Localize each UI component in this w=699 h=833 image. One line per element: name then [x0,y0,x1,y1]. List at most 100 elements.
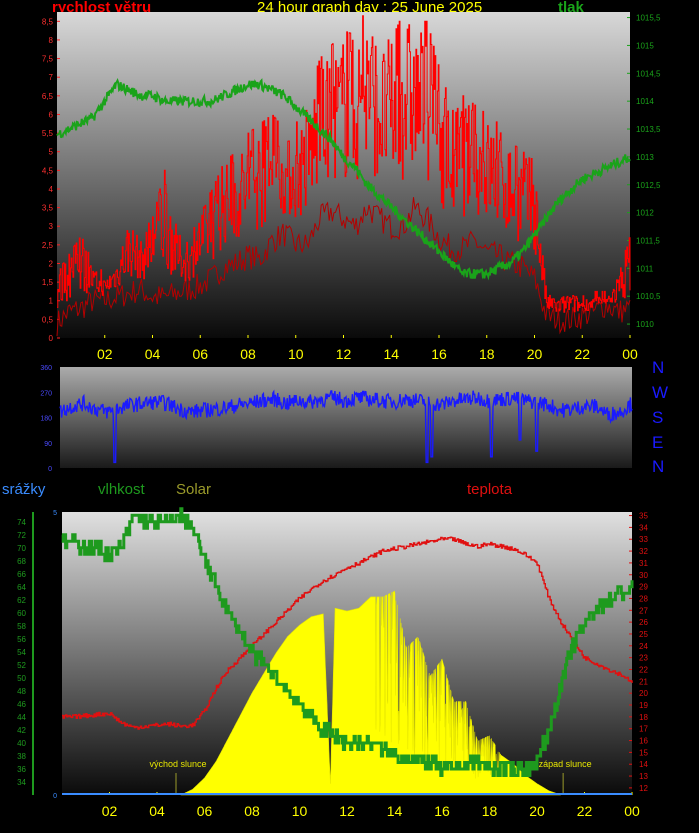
direction-axis-label: 90 [44,441,52,448]
wind-axis-label: 7 [49,73,54,82]
time-axis-label: 18 [479,346,495,362]
direction-axis-label: 0 [48,466,52,473]
wind-axis-label: 6,5 [42,92,54,101]
time-axis-label: 14 [387,803,403,819]
rain-title: srážky [2,481,46,498]
wind-axis-label: 1,5 [42,278,54,287]
wind-axis-label: 0 [49,334,54,343]
humidity-axis-label: 72 [17,531,26,540]
time-axis-label: 12 [336,346,352,362]
pressure-axis-label: 1014,5 [636,69,661,78]
temperature-axis-label: 24 [639,642,648,651]
time-axis-label: 20 [529,803,545,819]
temperature-line [62,536,633,730]
temperature-axis-label: 35 [639,512,648,521]
humidity-axis-label: 64 [17,583,26,592]
temperature-axis-label: 18 [639,713,648,722]
time-axis-label: 00 [622,346,638,362]
humidity-axis-label: 74 [17,518,26,527]
pressure-axis-label: 1012,5 [636,181,661,190]
solar-title: Solar [176,481,212,498]
direction-axis-label: 360 [40,365,52,372]
time-axis-label: 20 [527,346,543,362]
wind-axis-label: 3,5 [42,204,54,213]
temperature-axis-label: 12 [639,784,648,793]
wind-axis-label: 3 [49,222,54,231]
wind-axis-label: 8 [49,36,54,45]
humidity-axis-label: 58 [17,622,26,631]
wind-speed-line [57,15,631,313]
wind-axis-label: 4 [49,185,54,194]
temperature-axis-label: 27 [639,606,648,615]
wind-axis-label: 5 [49,148,54,157]
temperature-axis-label: 33 [639,535,648,544]
wind-axis-label: 2 [49,259,54,268]
temperature-axis-label: 30 [639,571,648,580]
compass-n-top: N [652,358,665,377]
pressure-axis-label: 1010 [636,320,654,329]
pressure-axis-label: 1010,5 [636,292,661,301]
compass-s: S [652,408,664,427]
pressure-axis-label: 1015 [636,41,654,50]
humidity-axis-label: 42 [17,726,26,735]
time-axis-label: 08 [244,803,260,819]
temperature-axis-label: 13 [639,772,648,781]
time-axis-label: 04 [149,803,165,819]
humidity-axis-label: 34 [17,778,26,787]
direction-axis-label: 270 [40,390,52,397]
time-axis-label: 10 [292,803,308,819]
humidity-axis-label: 62 [17,596,26,605]
solar-area [180,590,561,796]
compass-e: E [652,433,664,452]
humidity-axis-label: 70 [17,544,26,553]
time-axis-label: 22 [577,803,593,819]
direction-axis-label: 180 [40,416,52,423]
temperature-axis-label: 16 [639,737,648,746]
temperature-axis-label: 31 [639,559,648,568]
wind-axis-label: 7,5 [42,55,54,64]
temperature-title: teplota [467,481,513,498]
wind-axis-label: 6 [49,110,54,119]
compass-w: W [652,383,669,402]
wind-axis-label: 0,5 [42,315,54,324]
humidity-axis-label: 66 [17,570,26,579]
humidity-axis-label: 50 [17,674,26,683]
pressure-line [56,77,631,281]
humidity-axis-label: 44 [17,713,26,722]
temperature-axis-label: 20 [639,689,648,698]
humidity-axis-label: 54 [17,648,26,657]
wind-axis-label: 8,5 [42,17,54,26]
time-axis-label: 02 [97,346,113,362]
time-axis-label: 22 [574,346,590,362]
pressure-axis-label: 1013,5 [636,125,661,134]
humidity-axis-label: 38 [17,752,26,761]
time-axis-label: 04 [145,346,161,362]
temperature-axis-label: 25 [639,630,648,639]
direction-plot-area [60,367,632,468]
pressure-axis-label: 1013 [636,153,654,162]
compass-n-bottom: N [652,457,665,476]
time-axis-label: 06 [192,346,208,362]
time-axis-label: 18 [482,803,498,819]
humidity-axis-label: 68 [17,557,26,566]
sunrise-label: východ slunce [149,759,206,769]
time-axis-label: 02 [102,803,118,819]
humidity-axis-label: 48 [17,687,26,696]
wind-axis-label: 4,5 [42,166,54,175]
rain-axis-label: 5 [53,510,57,517]
temperature-axis-label: 29 [639,583,648,592]
pressure-axis-label: 1011 [636,264,654,273]
humidity-axis-label: 60 [17,609,26,618]
temperature-axis-label: 28 [639,594,648,603]
pressure-axis-label: 1012 [636,209,654,218]
time-axis-label: 16 [431,346,447,362]
rain-axis-label: 0 [53,793,57,800]
humidity-axis-label: 52 [17,661,26,670]
time-axis-label: 08 [240,346,256,362]
pressure-axis-label: 1011,5 [636,236,660,245]
time-axis-label: 16 [434,803,450,819]
temperature-axis-label: 22 [639,665,648,674]
pressure-axis-label: 1015,5 [636,14,661,23]
wind-axis-label: 1 [49,297,54,306]
